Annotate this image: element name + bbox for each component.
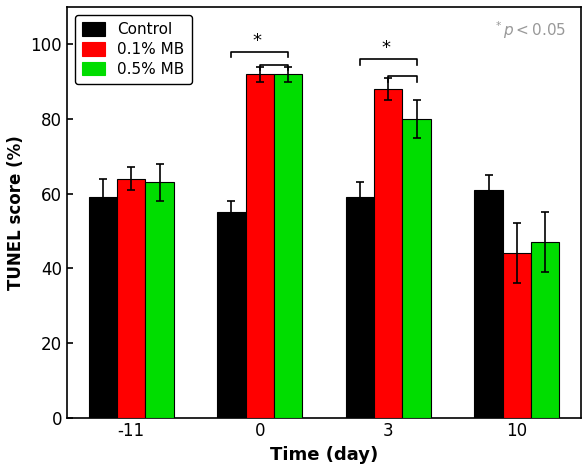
- X-axis label: Time (day): Time (day): [270, 446, 378, 464]
- Text: *: *: [253, 32, 262, 50]
- Bar: [531, 242, 559, 418]
- Bar: [89, 197, 117, 418]
- Bar: [475, 190, 503, 418]
- Bar: [503, 253, 531, 418]
- Bar: [274, 74, 302, 418]
- Y-axis label: TUNEL score (%): TUNEL score (%): [7, 135, 25, 290]
- Text: *: *: [381, 40, 390, 57]
- Legend: Control, 0.1% MB, 0.5% MB: Control, 0.1% MB, 0.5% MB: [75, 15, 192, 84]
- Bar: [346, 197, 374, 418]
- Bar: [218, 212, 246, 418]
- Bar: [374, 89, 402, 418]
- Bar: [145, 182, 173, 418]
- Bar: [402, 119, 430, 418]
- Bar: [117, 179, 145, 418]
- Text: $^*p < 0.05$: $^*p < 0.05$: [493, 19, 566, 41]
- Bar: [246, 74, 274, 418]
